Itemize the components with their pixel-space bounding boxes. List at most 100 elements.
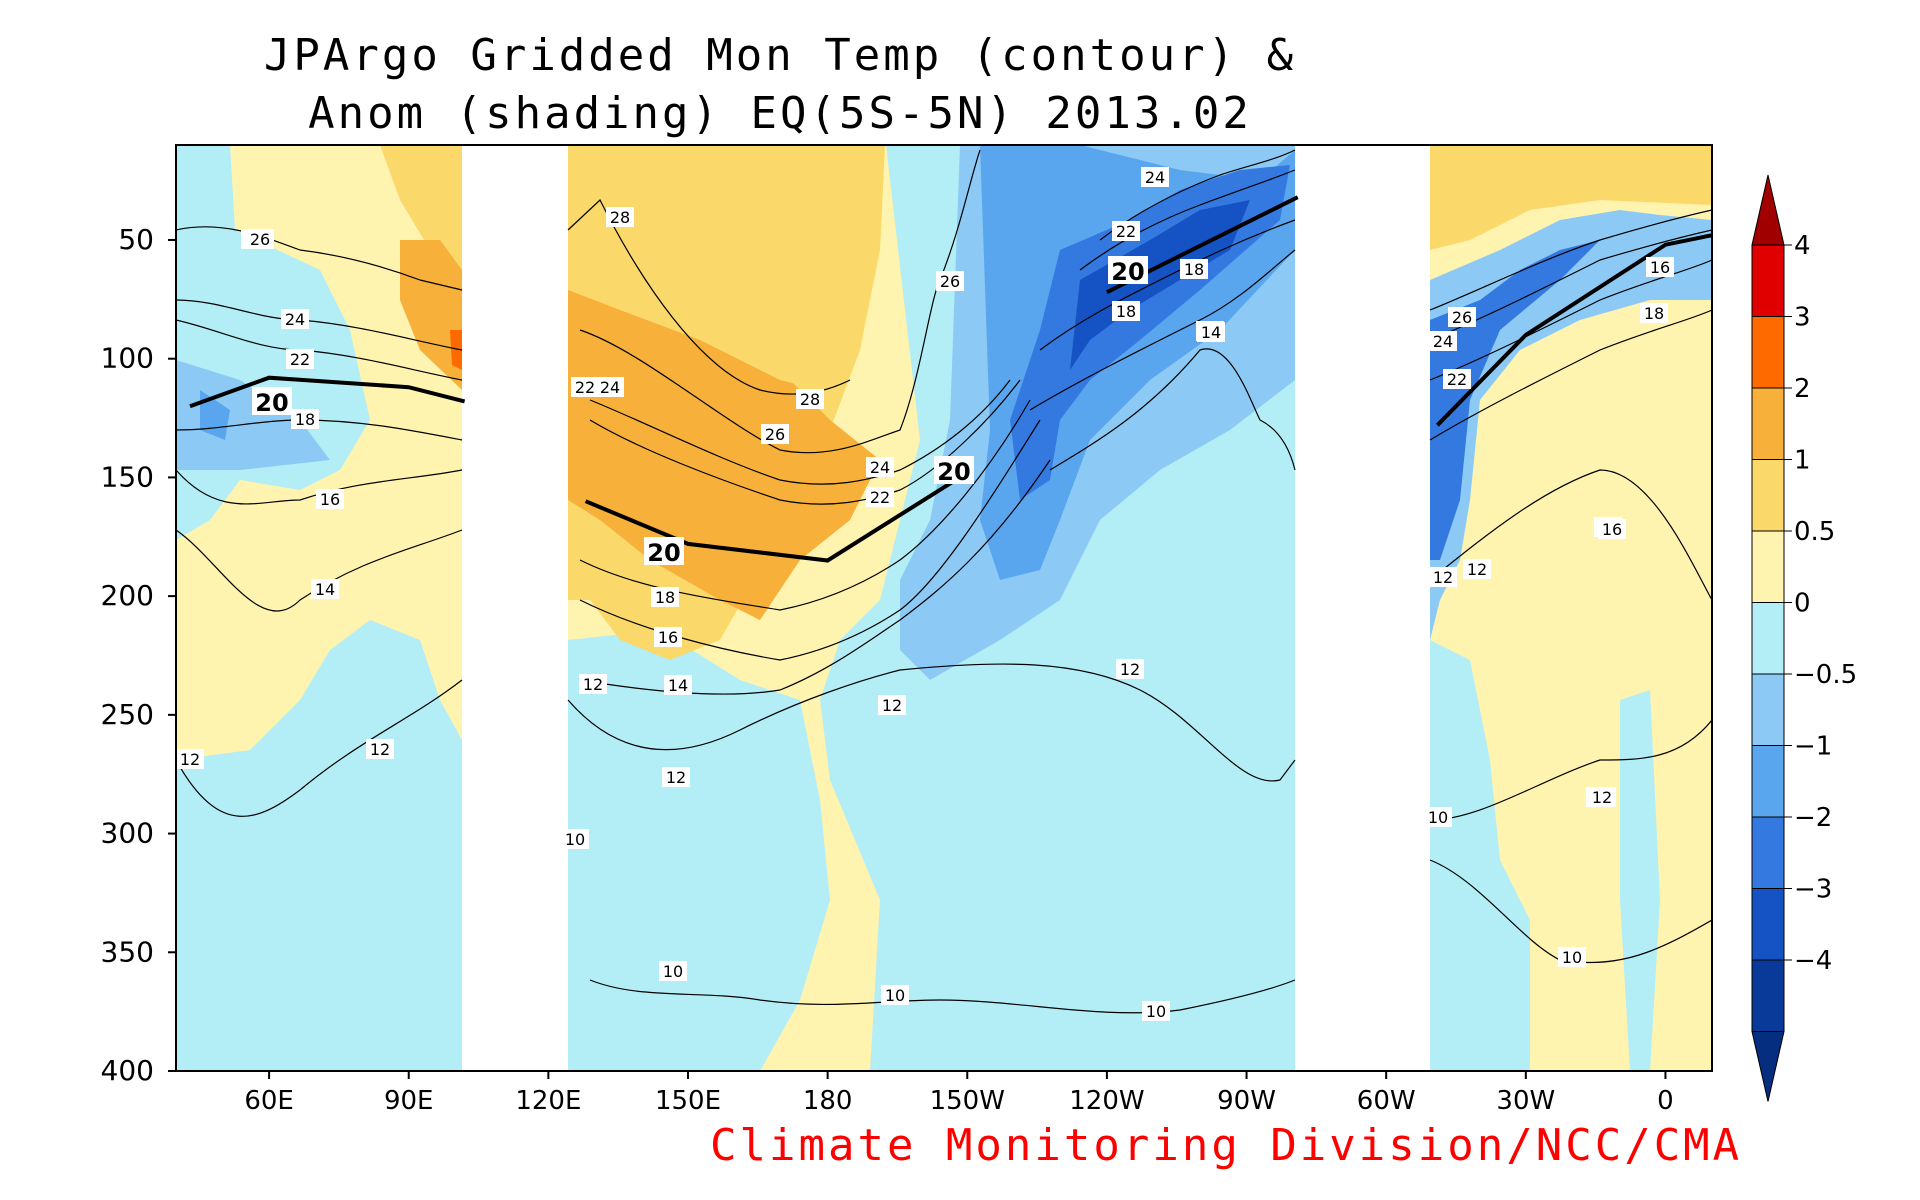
contour-label: 12 bbox=[1120, 660, 1140, 679]
contour-label: 26 bbox=[250, 230, 270, 249]
contour-24-east bbox=[1099, 149, 1296, 241]
isotherm-20-label: 20 bbox=[937, 458, 970, 486]
contour-label: 16 bbox=[320, 490, 340, 509]
contour-label-bg bbox=[561, 829, 589, 849]
y-tick-label: 100 bbox=[101, 342, 154, 375]
contour-14-atlantic bbox=[1429, 469, 1712, 601]
contour-label-bg bbox=[662, 767, 690, 787]
colorbar-label: 2 bbox=[1794, 374, 1811, 404]
contour-label-bg bbox=[606, 207, 634, 227]
colorbar-segment bbox=[1751, 745, 1785, 818]
contour-label: 26 bbox=[1452, 308, 1472, 327]
plot-frame bbox=[175, 144, 1713, 1072]
contour-label: 18 bbox=[295, 410, 315, 429]
contour-label-bg bbox=[796, 389, 824, 409]
x-tick-label: 60W bbox=[1357, 1086, 1416, 1116]
isotherm-20-label: 20 bbox=[255, 389, 288, 417]
contour-label-bg bbox=[1598, 519, 1626, 539]
contour-label-bg bbox=[1448, 307, 1476, 327]
colorbar-segment bbox=[1751, 959, 1785, 1032]
colorbar-label: 1 bbox=[1794, 446, 1811, 476]
colorbar-segment bbox=[1751, 244, 1785, 317]
contour-label: 28 bbox=[610, 208, 630, 227]
colorbar-label: −2 bbox=[1794, 803, 1832, 833]
x-tick-label: 60E bbox=[244, 1086, 294, 1116]
contour-label-bg bbox=[176, 749, 204, 769]
contour-label: 24 bbox=[285, 310, 305, 329]
contour-label-bg bbox=[1429, 567, 1457, 587]
contour-label-bg bbox=[579, 674, 607, 694]
contour-12-pacific bbox=[567, 663, 1296, 782]
contour-label-bg bbox=[246, 229, 274, 249]
colorbar-label: 3 bbox=[1794, 303, 1811, 333]
contour-label-bg bbox=[571, 377, 599, 397]
contour-label: 16 bbox=[1602, 520, 1622, 539]
x-axis: 60E 90E 120E 150E 180 150W 120W 90W 60W 30W 0 bbox=[244, 1071, 1674, 1116]
contour-label-bg bbox=[1180, 259, 1208, 279]
x-tick-label: 90E bbox=[384, 1086, 434, 1116]
contour-label: 18 bbox=[1184, 260, 1204, 279]
contour-label-bg bbox=[878, 695, 906, 715]
contour-22-east bbox=[1079, 169, 1296, 271]
contour-24-pacific bbox=[589, 379, 1011, 485]
contour-label: 24 bbox=[1433, 332, 1453, 351]
colorbar-bottom-arrow bbox=[1751, 1031, 1785, 1102]
colorbar-label: −1 bbox=[1794, 732, 1832, 762]
contour-label-bg bbox=[291, 409, 319, 429]
isotherm-20-label-bg bbox=[934, 456, 974, 484]
contour-label-bg bbox=[761, 424, 789, 444]
anom-pos-indian-core bbox=[400, 240, 462, 390]
contour-label-bg bbox=[596, 377, 624, 397]
y-tick-label: 200 bbox=[101, 579, 154, 612]
colorbar-segment bbox=[1751, 459, 1785, 532]
contour-16-east bbox=[1029, 249, 1296, 411]
y-axis: 50 100 150 200 250 300 350 400 bbox=[101, 223, 176, 1087]
y-tick-label: 250 bbox=[101, 698, 154, 731]
contour-label-bg bbox=[1112, 301, 1140, 321]
anom-neg-atlantic-deep bbox=[1430, 640, 1530, 1071]
contour-label-bg bbox=[1141, 167, 1169, 187]
contour-label: 14 bbox=[668, 676, 688, 695]
contour-label: 14 bbox=[315, 580, 335, 599]
anom-neg-atlantic-thin bbox=[1620, 690, 1660, 1071]
contour-14-east bbox=[1049, 348, 1296, 471]
contour-label-bg bbox=[881, 985, 909, 1005]
contour-label-bg bbox=[1640, 303, 1668, 323]
colorbar: 4 3 2 1 0.5 0 −0.5 −1 −2 −3 −4 bbox=[1751, 174, 1857, 1102]
contour-label: 12 bbox=[1592, 788, 1612, 807]
contour-label: 18 bbox=[1116, 302, 1136, 321]
isotherm-20-label: 20 bbox=[1111, 258, 1144, 286]
contour-label: 22 bbox=[870, 488, 890, 507]
y-tick-label: 400 bbox=[101, 1054, 154, 1087]
contour-label-bg bbox=[1558, 947, 1586, 967]
x-tick-label: 30W bbox=[1496, 1086, 1555, 1116]
contour-label: 10 bbox=[1146, 1002, 1166, 1021]
land-gap-indonesia bbox=[462, 145, 568, 1071]
colorbar-top-arrow bbox=[1751, 174, 1785, 246]
isotherm-20-line bbox=[584, 471, 969, 563]
contour-label: 24 bbox=[1145, 168, 1165, 187]
contour-label-bg bbox=[1646, 257, 1674, 277]
contour-label: 10 bbox=[663, 962, 683, 981]
colorbar-label: −0.5 bbox=[1794, 660, 1857, 690]
contour-label: 22 bbox=[290, 350, 310, 369]
colorbar-segment bbox=[1751, 816, 1785, 889]
colorbar-segment bbox=[1751, 602, 1785, 675]
contour-16-atlantic bbox=[1429, 309, 1712, 441]
contour-label: 10 bbox=[885, 986, 905, 1005]
x-tick-label: 150W bbox=[930, 1086, 1005, 1116]
contour-label-bg bbox=[1112, 221, 1140, 241]
contour-label-bg bbox=[1424, 807, 1452, 827]
contour-label-bg bbox=[651, 587, 679, 607]
anom-pos-atlantic bbox=[1430, 145, 1712, 250]
contour-26-atlantic bbox=[1429, 209, 1712, 311]
y-tick-label: 150 bbox=[101, 460, 154, 493]
chart-title-line-2: Anom (shading) EQ(5S-5N) 2013.02 bbox=[308, 88, 1252, 139]
isotherm-20-line bbox=[1435, 233, 1712, 427]
contour-label-bg bbox=[366, 739, 394, 759]
colorbar-label: 0 bbox=[1794, 589, 1811, 619]
contour-label: 10 bbox=[565, 830, 585, 849]
contour-label-bg bbox=[1142, 1001, 1170, 1021]
contour-label-bg bbox=[654, 627, 682, 647]
contour-label: 24 bbox=[870, 458, 890, 477]
